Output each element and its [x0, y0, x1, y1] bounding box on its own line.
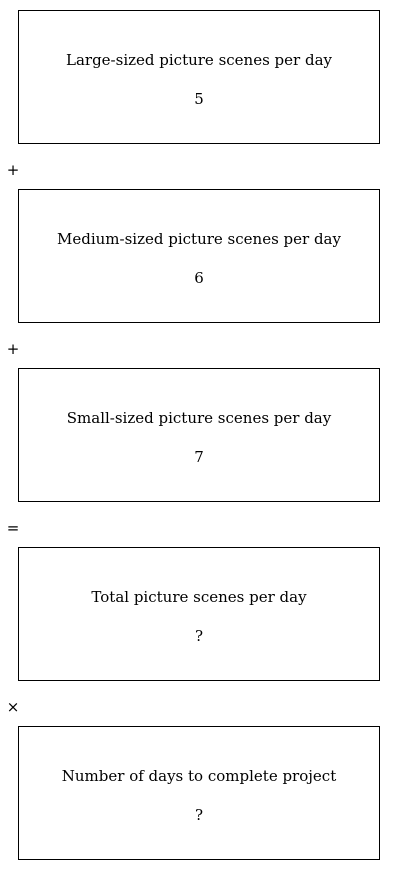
multiply-operator: ×: [6, 698, 20, 716]
plus-operator-1: +: [6, 161, 20, 179]
small-scenes-label: Small-sized picture scenes per day: [66, 409, 332, 427]
days-label: Number of days to complete project: [61, 767, 337, 785]
days-box: Number of days to complete project ?: [18, 726, 380, 860]
large-scenes-label: Large-sized picture scenes per day: [66, 51, 332, 69]
small-scenes-box: Small-sized picture scenes per day 7: [18, 368, 380, 502]
total-scenes-value: ?: [194, 627, 204, 645]
total-scenes-box: Total picture scenes per day ?: [18, 547, 380, 681]
days-value: ?: [194, 806, 204, 824]
small-scenes-value: 7: [194, 448, 204, 466]
large-scenes-box: Large-sized picture scenes per day 5: [18, 10, 380, 144]
large-scenes-value: 5: [194, 90, 204, 108]
medium-scenes-box: Medium-sized picture scenes per day 6: [18, 189, 380, 323]
total-scenes-label: Total picture scenes per day: [91, 588, 307, 606]
medium-scenes-value: 6: [194, 269, 204, 287]
plus-operator-2: +: [6, 340, 20, 358]
equals-operator: =: [6, 519, 20, 537]
medium-scenes-label: Medium-sized picture scenes per day: [57, 230, 341, 248]
